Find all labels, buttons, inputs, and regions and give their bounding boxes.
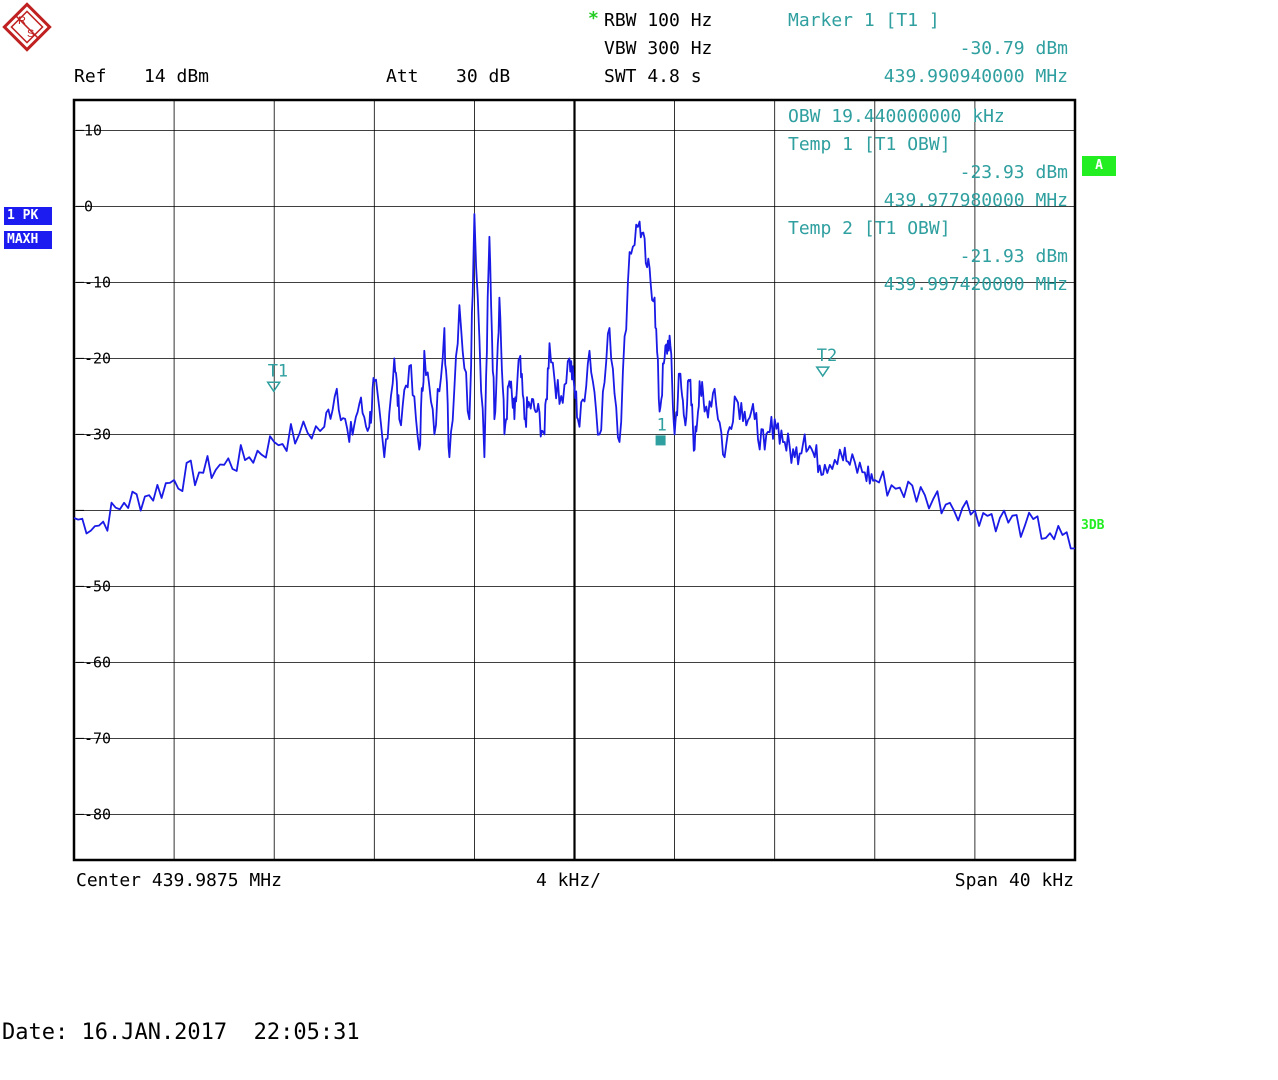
marker-1 — [655, 435, 666, 446]
marker-label-t1: T1 — [268, 361, 288, 381]
temp1-title: Temp 1 [T1 OBW] — [788, 134, 951, 155]
division-scale: 4 kHz/ — [536, 870, 602, 891]
temp2-title: Temp 2 [T1 OBW] — [788, 218, 951, 239]
span-text: Span 40 kHz — [954, 870, 1074, 891]
y-tick-label: -10 — [84, 273, 111, 291]
y-tick-label: 10 — [84, 121, 102, 139]
y-tick-label: -50 — [84, 577, 111, 595]
marker-t1 — [266, 381, 282, 393]
swt-text: SWT 4.8 s — [604, 66, 702, 87]
date-stamp: Date: 16.JAN.2017 22:05:31 — [2, 1020, 360, 1045]
svg-text:S: S — [27, 28, 34, 40]
ref-value: 14 dBm — [144, 66, 210, 87]
trace-a-badge: A — [1082, 156, 1116, 176]
obw-text: OBW 19.440000000 kHz — [788, 106, 1005, 127]
marker-label-1: 1 — [657, 415, 667, 435]
3db-label: 3DB — [1081, 518, 1105, 533]
temp1-level: -23.93 dBm — [959, 162, 1068, 183]
y-tick-label: -30 — [84, 425, 111, 443]
trace-layer — [73, 213, 1076, 550]
y-tick-label: -20 — [84, 349, 111, 367]
spectrum-trace — [73, 213, 1076, 550]
plot-frame — [72, 98, 1077, 862]
grid — [72, 98, 1077, 862]
rohde-schwarz-logo: R S — [2, 2, 52, 52]
trace-mode-pk-badge: 1 PK — [4, 207, 52, 225]
att-label: Att — [386, 66, 419, 87]
marker1-freq: 439.990940000 MHz — [883, 66, 1068, 87]
trace-mode-maxh-badge: MAXH — [4, 231, 52, 249]
y-tick-label: -70 — [84, 729, 111, 747]
y-tick-labels: 10 0 -10 -20 -30 -50 -60 -70 -80 — [76, 121, 111, 823]
rbw-text: RBW 100 Hz — [604, 10, 713, 31]
vbw-text: VBW 300 Hz — [604, 38, 713, 59]
marker1-level: -30.79 dBm — [959, 38, 1068, 59]
ref-label: Ref — [74, 66, 107, 87]
y-tick-label: -80 — [84, 805, 111, 823]
svg-text:R: R — [18, 15, 26, 27]
temp1-freq: 439.977980000 MHz — [883, 190, 1068, 211]
marker1-title: Marker 1 [T1 ] — [788, 10, 940, 31]
rbw-star: * — [588, 8, 599, 29]
y-tick-label: -60 — [84, 653, 111, 671]
temp2-level: -21.93 dBm — [959, 246, 1068, 267]
temp2-freq: 439.997420000 MHz — [883, 274, 1068, 295]
marker-layer: T1 T2 1 — [266, 346, 837, 446]
center-frequency: Center 439.9875 MHz — [76, 870, 282, 891]
y-tick-label: 0 — [84, 197, 93, 215]
att-value: 30 dB — [456, 66, 511, 87]
marker-label-t2: T2 — [817, 346, 837, 366]
marker-t2 — [815, 366, 831, 378]
